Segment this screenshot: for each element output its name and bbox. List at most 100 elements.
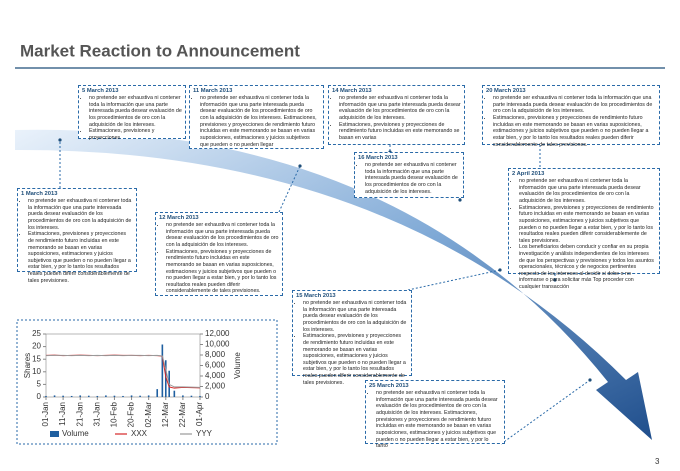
callout: 2 April 2013no pretende ser exhaustiva n… <box>508 168 660 290</box>
x-tick-label: 20-Feb <box>127 401 136 427</box>
volume-bar <box>45 395 47 397</box>
y2-tick-label: 10,000 <box>205 340 230 349</box>
callout-list: no pretende ser exhaustiva ni contener t… <box>296 300 408 386</box>
callout-list: no pretende ser exhaustiva ni contener t… <box>332 95 461 141</box>
callout-bullet: no pretende ser exhaustiva ni contener t… <box>303 300 408 333</box>
x-tick-label: 10-Feb <box>110 401 119 427</box>
callout-bullet: Estimaciones, previsiones y proyecciones… <box>493 115 656 148</box>
volume-bar <box>53 395 56 397</box>
callout-list: no pretende ser exhaustiva ni contener t… <box>82 95 182 141</box>
callout: 11 March 2013no pretende ser exhaustiva … <box>189 85 324 149</box>
callout-date: 2 April 2013 <box>512 171 545 177</box>
timeline-arrow <box>15 129 652 440</box>
legend-label: XXX <box>131 429 148 438</box>
callout-date: 5 March 2013 <box>82 88 119 94</box>
y2-axis-label: Volume <box>233 352 242 379</box>
y2-tick-label: 4,000 <box>205 371 226 380</box>
connector <box>407 269 501 291</box>
volume-bar <box>113 395 116 397</box>
volume-bar <box>182 395 184 397</box>
callout-bullet: Estimaciones, previsiones y proyecciones… <box>519 205 656 245</box>
callout-date: 25 March 2013 <box>369 383 409 389</box>
volume-bar <box>190 395 193 397</box>
x-tick-label: 21-Jan <box>75 402 84 426</box>
anchor-dot <box>588 378 592 382</box>
y-tick-label: 15 <box>32 354 41 363</box>
legend-label: YYY <box>196 429 213 438</box>
y2-tick-label: 6,000 <box>205 361 226 370</box>
price-line <box>45 354 201 388</box>
anchor-dot <box>58 138 62 142</box>
callout: 14 March 2013no pretende ser exhaustiva … <box>328 85 465 145</box>
callout-bullet: Estimaciones, previsiones y proyecciones… <box>339 122 461 142</box>
volume-bar <box>96 395 99 397</box>
anchor-dot <box>298 164 302 168</box>
page-number: 3 <box>655 457 660 466</box>
x-tick-label: 11-Jan <box>58 402 67 426</box>
y-axis-label: Shares <box>23 353 32 378</box>
callout-list: no pretende ser exhaustiva ni contener t… <box>159 222 279 295</box>
volume-bar <box>70 395 73 397</box>
y-tick-label: 20 <box>32 342 41 351</box>
callout-bullet: no pretende ser exhaustiva ni contener t… <box>493 95 656 115</box>
y-tick-label: 10 <box>32 367 41 376</box>
callout-date: 11 March 2013 <box>193 88 233 94</box>
anchor-dot <box>458 198 462 202</box>
callout: 15 March 2013no pretende ser exhaustiva … <box>292 290 412 386</box>
volume-bar <box>79 395 82 397</box>
volume-bar <box>164 360 167 397</box>
anchor-dot <box>553 278 557 282</box>
y-tick-label: 0 <box>37 392 42 401</box>
callout-list: no pretende ser exhaustiva ni contener t… <box>21 198 133 284</box>
y2-tick-label: 2,000 <box>205 382 226 391</box>
x-tick-label: 22-Mar <box>178 402 187 428</box>
x-tick-label: 01-Apr <box>195 402 204 426</box>
callout-bullet: no pretende ser exhaustiva ni contener t… <box>28 198 133 231</box>
callout: 20 March 2013no pretende ser exhaustiva … <box>482 85 660 148</box>
callout-date: 20 March 2013 <box>486 88 526 94</box>
y2-tick-label: 0 <box>205 392 210 401</box>
x-tick-label: 31-Jan <box>92 402 101 426</box>
anchor-dot <box>498 268 502 272</box>
callout-date: 12 March 2013 <box>159 215 199 221</box>
callout: 25 March 2013no pretende ser exhaustiva … <box>365 380 505 449</box>
callout-date: 1 March 2013 <box>21 191 58 197</box>
volume-bar <box>147 395 150 397</box>
callout-bullet: Estimaciones, previsiones y proyecciones… <box>303 333 408 386</box>
volume-bar <box>122 395 124 397</box>
callout-list: no pretende ser exhaustiva ni contener t… <box>193 95 320 148</box>
callout-date: 16 March 2013 <box>358 155 398 161</box>
x-tick-label: 12-Mar <box>161 402 170 428</box>
callout-bullet: no pretende ser exhaustiva ni contener t… <box>89 95 182 128</box>
callout-bullet: Estimaciones, previsiones y proyecciones… <box>166 249 279 295</box>
callout-bullet: Estimaciones, previsiones y proyecciones <box>89 128 182 141</box>
callout-list: no pretende ser exhaustiva ni contener t… <box>512 178 656 290</box>
legend-label: Volume <box>62 429 89 438</box>
chart-frame <box>16 319 278 445</box>
y2-tick-label: 12,000 <box>205 329 230 338</box>
volume-bar <box>139 395 141 397</box>
title: Market Reaction to Announcement <box>20 41 300 60</box>
volume-bar <box>87 395 90 397</box>
connector <box>278 165 301 213</box>
connector <box>500 379 591 445</box>
y-tick-label: 25 <box>32 329 41 338</box>
callout-bullet: no pretende ser exhaustiva ni contener t… <box>365 162 460 195</box>
volume-bar <box>156 389 159 397</box>
callout: 5 March 2013no pretende ser exhaustiva n… <box>78 85 186 141</box>
volume-bar <box>161 344 164 397</box>
x-tick-label: 02-Mar <box>144 402 153 428</box>
callout-list: no pretende ser exhaustiva ni contener t… <box>369 390 501 449</box>
callout-bullet: no pretende ser exhaustiva ni contener t… <box>200 95 320 148</box>
callout: 12 March 2013no pretende ser exhaustiva … <box>155 212 283 296</box>
callout: 1 March 2013no pretende ser exhaustiva n… <box>17 188 137 284</box>
callout-list: no pretende ser exhaustiva ni contener t… <box>486 95 656 148</box>
callout: 16 March 2013no pretende ser exhaustiva … <box>354 152 464 198</box>
legend-swatch <box>50 431 59 437</box>
volume-bar <box>62 395 64 397</box>
volume-bar <box>130 395 133 397</box>
callout-bullet: no pretende ser exhaustiva ni contener t… <box>339 95 461 121</box>
y2-tick-label: 8,000 <box>205 350 226 359</box>
